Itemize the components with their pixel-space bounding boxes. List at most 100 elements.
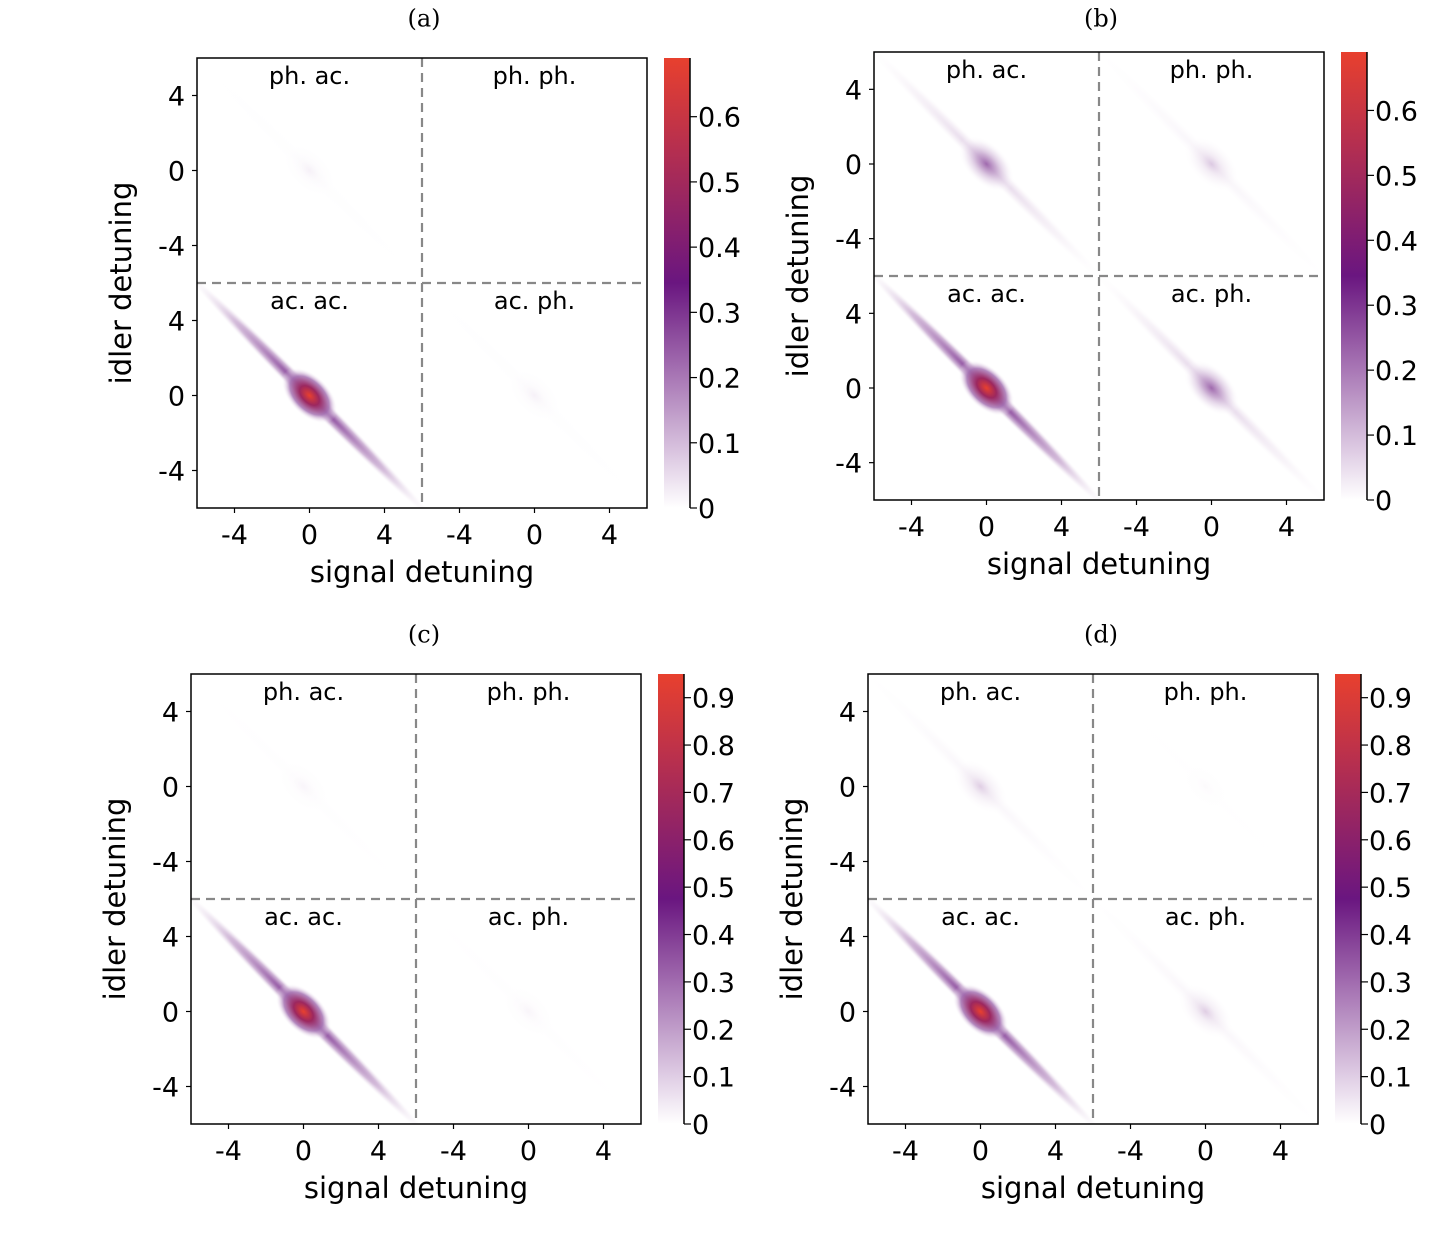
colorbar xyxy=(1341,52,1367,500)
y-axis-label: idler detuning xyxy=(98,798,132,1001)
colorbar-tick-label: 0.9 xyxy=(692,684,735,715)
colorbar xyxy=(664,58,690,508)
colorbar-tick-label: 0.5 xyxy=(692,873,735,904)
quadrant-label: ph. ph. xyxy=(487,678,571,706)
y-tick-label: -4 xyxy=(829,848,856,879)
quadrant-label: ac. ac. xyxy=(264,903,343,931)
colorbar-tick-label: 0.4 xyxy=(692,921,735,952)
y-tick-label: -4 xyxy=(829,1073,856,1104)
correlation-peak xyxy=(958,360,1015,416)
y-tick-label: 4 xyxy=(162,698,179,729)
heatmap-panel: (d) ph. ac. ph. ph. ac. ac. ac. ph. -4 0 4 -4 0 4 4… xyxy=(775,621,1412,1206)
quadrant-label: ac. ph. xyxy=(488,903,569,931)
y-tick-label: -4 xyxy=(835,225,862,256)
y-tick-label: 4 xyxy=(845,75,862,106)
correlation-peak xyxy=(1183,360,1240,416)
y-tick-label: 0 xyxy=(168,382,185,413)
quadrant-label: ph. ac. xyxy=(940,678,1021,706)
y-tick-label: -4 xyxy=(158,232,185,263)
plot-frame xyxy=(190,673,642,1125)
x-tick-label: 4 xyxy=(1047,1136,1064,1167)
quadrant-label: ac. ac. xyxy=(941,903,1020,931)
quadrant-label: ph. ph. xyxy=(493,62,577,90)
y-tick-label: 0 xyxy=(839,998,856,1029)
correlation-peak xyxy=(952,758,1009,815)
quadrant-label: ac. ac. xyxy=(270,287,349,315)
colorbar-tick-label: 0 xyxy=(692,1110,709,1141)
y-tick-label: 0 xyxy=(162,773,179,804)
y-tick-label: 0 xyxy=(845,150,862,181)
correlation-peak xyxy=(275,983,332,1040)
x-tick-label: -4 xyxy=(221,520,248,551)
y-tick-label: 4 xyxy=(839,923,856,954)
y-tick-label: -4 xyxy=(158,457,185,488)
x-axis-label: signal detuning xyxy=(981,1171,1205,1205)
quadrant-label: ph. ac. xyxy=(946,56,1027,84)
x-tick-label: 0 xyxy=(301,520,318,551)
y-tick-label: 4 xyxy=(839,698,856,729)
colorbar-tick-label: 0.7 xyxy=(1369,778,1412,809)
x-tick-label: 0 xyxy=(295,1136,312,1167)
y-tick-label: -4 xyxy=(152,848,179,879)
x-tick-label: -4 xyxy=(215,1136,242,1167)
colorbar-tick-label: 0.5 xyxy=(1375,161,1418,192)
colorbar-tick-label: 0 xyxy=(1369,1110,1386,1141)
x-tick-label: -4 xyxy=(1123,512,1150,543)
x-tick-label: 4 xyxy=(601,520,618,551)
x-tick-label: -4 xyxy=(446,520,473,551)
correlation-peak xyxy=(1177,758,1234,815)
correlation-peak xyxy=(952,983,1009,1040)
y-tick-label: 4 xyxy=(162,923,179,954)
quadrant-label: ac. ph. xyxy=(494,287,575,315)
x-tick-label: 4 xyxy=(595,1136,612,1167)
y-tick-label: 4 xyxy=(845,299,862,330)
x-tick-label: 0 xyxy=(520,1136,537,1167)
panel-label: (a) xyxy=(407,5,440,33)
colorbar-tick-label: 0.5 xyxy=(698,168,741,199)
colorbar-tick-label: 0.6 xyxy=(692,826,735,857)
panel-label: (b) xyxy=(1084,5,1118,33)
colorbar-tick-label: 0.1 xyxy=(692,1063,735,1094)
colorbar-tick-label: 0.2 xyxy=(1375,356,1418,387)
x-tick-label: -4 xyxy=(1117,1136,1144,1167)
quadrant-label: ph. ac. xyxy=(269,62,350,90)
correlation-peak xyxy=(506,367,563,424)
colorbar-tick-label: 0.4 xyxy=(1375,226,1418,257)
y-axis-label: idler detuning xyxy=(104,182,138,385)
heatmap-panel: (c) ph. ac. ph. ph. ac. ac. ac. ph. -4 0 4 -4 0 4 4… xyxy=(98,621,735,1206)
y-tick-label: 4 xyxy=(168,82,185,113)
colorbar-tick-label: 0.3 xyxy=(1375,291,1418,322)
heatmap-layer xyxy=(197,58,647,508)
colorbar-tick-label: 0.3 xyxy=(698,298,741,329)
correlation-peak xyxy=(500,983,557,1040)
x-tick-label: -4 xyxy=(440,1136,467,1167)
x-tick-label: 0 xyxy=(972,1136,989,1167)
colorbar-tick-label: 0.2 xyxy=(1369,1015,1412,1046)
correlation-peak xyxy=(275,758,332,815)
x-tick-label: -4 xyxy=(898,512,925,543)
quadrant-label: ph. ph. xyxy=(1164,678,1248,706)
x-axis-label: signal detuning xyxy=(987,547,1211,581)
colorbar-tick-label: 0.2 xyxy=(698,364,741,395)
y-axis-label: idler detuning xyxy=(775,798,809,1001)
colorbar-tick-label: 0.6 xyxy=(698,103,741,134)
y-axis-label: idler detuning xyxy=(781,175,815,378)
y-tick-label: 0 xyxy=(162,998,179,1029)
colorbar-tick-label: 0.8 xyxy=(1369,731,1412,762)
heatmap-panel: (a) ph. ac. ph. ph. ac. ac. ac. ph. -4 0 4 -4 0 4 4… xyxy=(104,5,741,590)
heatmap-layer xyxy=(868,674,1318,1124)
colorbar-tick-label: 0.1 xyxy=(1375,421,1418,452)
colorbar-tick-label: 0.2 xyxy=(692,1015,735,1046)
colorbar-tick-label: 0.3 xyxy=(692,968,735,999)
correlation-peak xyxy=(1183,136,1240,192)
colorbar-tick-label: 0 xyxy=(698,494,715,525)
panel-label: (d) xyxy=(1084,621,1118,649)
x-tick-label: 4 xyxy=(1272,1136,1289,1167)
colorbar xyxy=(658,674,684,1124)
quadrant-label: ac. ac. xyxy=(947,280,1026,308)
heatmap-layer xyxy=(874,52,1324,500)
colorbar-tick-label: 0.8 xyxy=(692,731,735,762)
colorbar xyxy=(1335,674,1361,1124)
x-tick-label: -4 xyxy=(892,1136,919,1167)
